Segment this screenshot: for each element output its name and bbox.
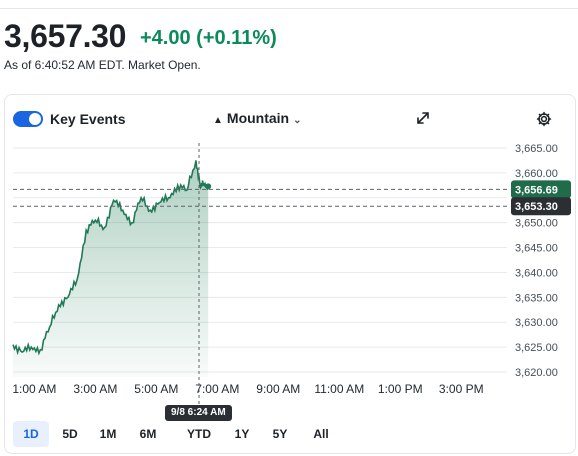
y-tick-label: 3,660.00 [515, 168, 558, 180]
range-6m[interactable]: 6M [139, 427, 157, 441]
gear-icon[interactable] [536, 111, 552, 127]
reference-badge [511, 197, 571, 216]
range-all[interactable]: All [313, 427, 329, 441]
y-tick-label: 3,640.00 [515, 267, 558, 279]
quote-change: +4.00 (+0.11%) [140, 27, 277, 49]
y-tick-label: 3,630.00 [515, 317, 558, 329]
top-divider [0, 8, 578, 9]
y-tick-label: 3,625.00 [515, 342, 558, 354]
x-tick-label: 1:00 AM [12, 382, 56, 396]
key-events-label: Key Events [50, 111, 126, 127]
toggle-knob [29, 113, 41, 125]
range-ytd[interactable]: YTD [187, 427, 211, 441]
y-tick-label: 3,650.00 [515, 218, 558, 230]
chevron-down-icon: ⌄ [293, 115, 302, 126]
chart-type-dropdown[interactable]: ▲ Mountain ⌄ [213, 110, 302, 126]
hover-time-tooltip: 9/8 6:24 AM [165, 405, 232, 421]
mountain-icon: ▲ [213, 115, 223, 126]
x-tick-label: 3:00 AM [73, 382, 117, 396]
reference-label: 3,656.69 [515, 184, 558, 196]
quote-timestamp: As of 6:40:52 AM EDT. Market Open. [4, 58, 201, 72]
y-tick-label: 3,635.00 [515, 292, 558, 304]
chart-type-label: Mountain [226, 110, 290, 126]
range-1d[interactable]: 1D [13, 421, 49, 447]
expand-icon[interactable] [415, 110, 431, 126]
x-tick-label: 9:00 AM [256, 382, 300, 396]
chart-card: Key Events ▲ Mountain ⌄ 3,665.00 3,660.00 3,… [4, 94, 576, 454]
chart-toolbar: Key Events ▲ Mountain ⌄ [5, 95, 575, 143]
range-5y[interactable]: 5Y [272, 427, 288, 441]
reference-label: 3,653.30 [515, 201, 558, 213]
last-point-dot [205, 183, 212, 190]
reference-badge [511, 180, 571, 199]
y-tick-label: 3,665.00 [515, 143, 558, 155]
price-chart[interactable]: 3,665.003,660.003,655.003,650.003,645.00… [5, 95, 575, 415]
key-events-toggle[interactable] [13, 111, 43, 127]
range-1y[interactable]: 1Y [234, 427, 250, 441]
x-tick-label: 5:00 AM [134, 382, 178, 396]
range-1m[interactable]: 1M [99, 427, 117, 441]
y-tick-label: 3,645.00 [515, 243, 558, 255]
range-5d[interactable]: 5D [62, 427, 78, 441]
x-tick-label: 3:00 PM [439, 382, 484, 396]
y-tick-label: 3,620.00 [515, 367, 558, 379]
x-tick-label: 7:00 AM [195, 382, 239, 396]
series-area [13, 160, 209, 377]
x-tick-label: 11:00 AM [314, 382, 364, 396]
x-tick-label: 1:00 PM [378, 382, 423, 396]
quote-price: 3,657.30 [4, 18, 127, 54]
